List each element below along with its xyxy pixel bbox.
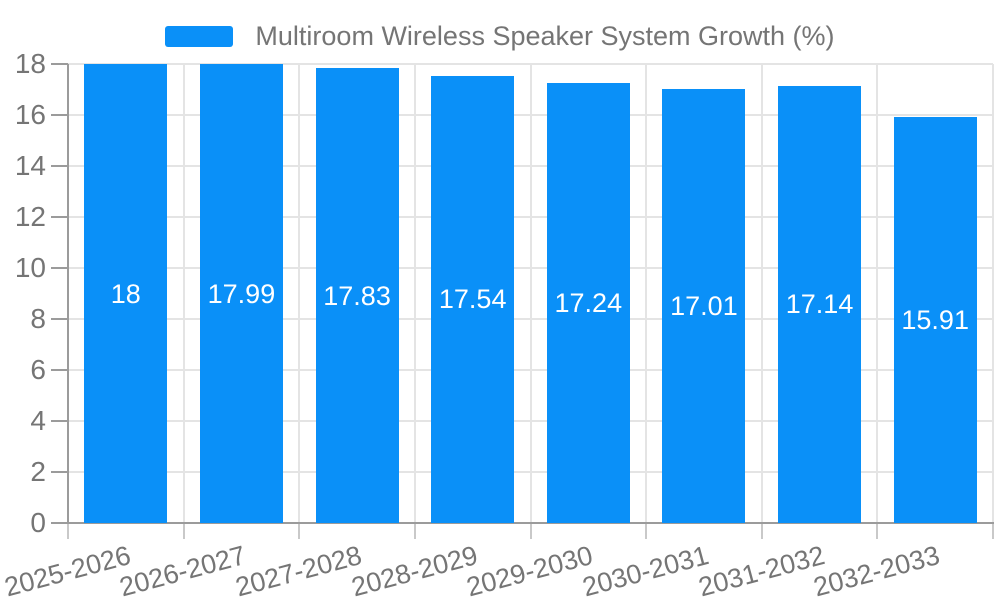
y-axis-line bbox=[67, 64, 69, 523]
bar-value-label: 18 bbox=[110, 278, 141, 309]
y-tick-label: 10 bbox=[14, 252, 46, 283]
y-axis-tick bbox=[51, 114, 68, 116]
bar bbox=[431, 75, 515, 523]
y-tick-label: 18 bbox=[14, 48, 46, 79]
y-tick-label: 14 bbox=[14, 150, 46, 181]
y-tick-label: 16 bbox=[14, 99, 46, 130]
x-axis-tick bbox=[182, 523, 185, 539]
gridline-v bbox=[413, 64, 416, 523]
bar bbox=[546, 83, 630, 523]
legend-swatch bbox=[165, 25, 234, 47]
x-axis-tick bbox=[298, 523, 301, 539]
gridline-v bbox=[876, 64, 879, 523]
x-axis-tick bbox=[67, 523, 69, 539]
y-axis-tick bbox=[51, 267, 68, 269]
y-axis-tick bbox=[51, 318, 68, 320]
y-axis-tick bbox=[51, 471, 68, 473]
y-tick-label: 12 bbox=[14, 201, 46, 232]
bar bbox=[893, 117, 977, 523]
x-axis-tick bbox=[413, 523, 416, 539]
x-axis-tick bbox=[529, 523, 532, 539]
gridline-v bbox=[992, 64, 994, 523]
y-axis-tick bbox=[51, 369, 68, 371]
x-axis-tick bbox=[876, 523, 879, 539]
bar-value-label: 17.99 bbox=[207, 278, 276, 309]
bar-value-label: 15.91 bbox=[901, 305, 969, 336]
bar bbox=[84, 64, 168, 523]
y-tick-label: 2 bbox=[30, 456, 46, 487]
y-axis-tick bbox=[51, 216, 68, 218]
bar-value-label: 17.54 bbox=[438, 284, 507, 315]
bar bbox=[199, 64, 283, 523]
bar-value-label: 17.14 bbox=[785, 289, 854, 320]
bar-value-label: 17.01 bbox=[670, 291, 738, 322]
gridline-v bbox=[182, 64, 185, 523]
gridline-v bbox=[645, 64, 648, 523]
x-axis-line bbox=[67, 522, 994, 524]
gridline-v bbox=[529, 64, 532, 523]
bar bbox=[778, 85, 862, 523]
bar-value-label: 17.83 bbox=[323, 280, 391, 311]
y-tick-label: 0 bbox=[30, 507, 46, 538]
bar bbox=[315, 68, 399, 523]
y-tick-label: 4 bbox=[30, 405, 46, 436]
bar bbox=[662, 89, 746, 523]
y-axis-tick bbox=[51, 63, 68, 65]
y-axis-tick bbox=[51, 522, 68, 524]
y-tick-label: 6 bbox=[30, 354, 46, 385]
x-axis-tick bbox=[760, 523, 763, 539]
legend-label: Multiroom Wireless Speaker System Growth… bbox=[255, 21, 835, 51]
legend[interactable]: Multiroom Wireless Speaker System Growth… bbox=[0, 21, 1000, 51]
x-axis-tick bbox=[992, 523, 994, 539]
y-tick-label: 8 bbox=[30, 303, 46, 334]
gridline-v bbox=[760, 64, 763, 523]
x-axis-tick bbox=[645, 523, 648, 539]
y-axis-tick bbox=[51, 420, 68, 422]
bar-value-label: 17.24 bbox=[554, 288, 623, 319]
gridline-v bbox=[298, 64, 301, 523]
y-axis-tick bbox=[51, 165, 68, 167]
